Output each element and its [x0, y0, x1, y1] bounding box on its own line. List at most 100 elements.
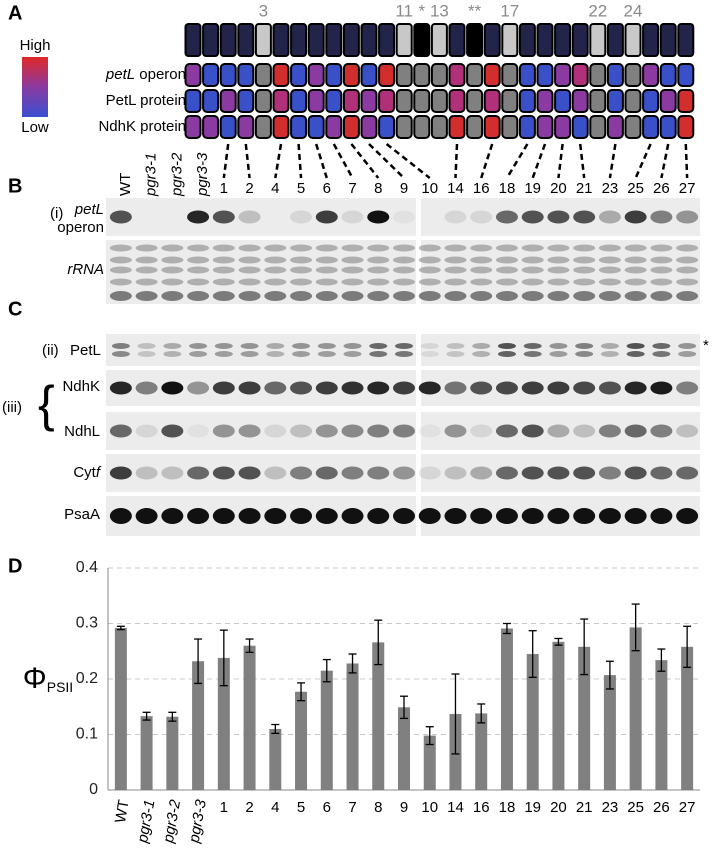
blot-band	[497, 343, 516, 349]
blot-band	[343, 343, 362, 349]
blot-band	[650, 291, 673, 301]
blot-band	[444, 291, 467, 301]
blot-band	[521, 291, 544, 301]
blot-band	[650, 244, 673, 252]
heatmap-cell	[501, 89, 519, 113]
legend-gradient	[22, 57, 48, 117]
x-tick-label: pgr3-3	[185, 798, 210, 845]
blot-band	[418, 508, 441, 524]
blot-band	[650, 278, 673, 286]
blot-band	[650, 381, 673, 395]
bar	[475, 713, 488, 790]
blot-band	[315, 244, 338, 252]
x-tick-label: 23	[602, 799, 619, 816]
blot-band	[264, 266, 287, 274]
blot-membrane	[421, 334, 700, 366]
blot-band	[161, 278, 184, 286]
blot-band	[547, 291, 570, 301]
connector	[531, 143, 547, 179]
blot-band	[187, 466, 210, 480]
blot-band	[573, 508, 596, 524]
top-cell	[237, 23, 255, 57]
blot-band	[238, 256, 261, 264]
connector	[222, 143, 230, 179]
heatmap-cell	[290, 89, 308, 113]
blot-band	[240, 343, 259, 349]
blot-band	[547, 278, 570, 286]
blot-band	[161, 466, 184, 480]
heatmap-cell	[659, 89, 677, 113]
blot-band	[470, 381, 493, 395]
blot-band	[161, 291, 184, 301]
blot-band	[470, 424, 493, 438]
blot-band	[624, 508, 647, 524]
blot-band	[418, 381, 441, 395]
blot-band	[444, 210, 467, 224]
blot-membrane	[106, 454, 416, 492]
blot-band	[676, 278, 699, 286]
heatmap-cell	[589, 63, 607, 87]
x-tick-label: 14	[447, 799, 464, 816]
heatmap-cell	[378, 89, 396, 113]
row-label: NdhK protein	[98, 118, 186, 135]
x-tick-label: 5	[297, 799, 305, 816]
blot-band	[393, 508, 415, 524]
lane-label: 10	[421, 180, 438, 197]
heatmap-cell	[254, 89, 272, 113]
bar	[603, 675, 616, 790]
blot-membrane	[106, 240, 416, 304]
blot-band	[573, 210, 596, 224]
blot-band	[341, 508, 364, 524]
blot-band	[369, 351, 388, 357]
blot-band	[341, 210, 364, 224]
blot-membrane	[106, 370, 416, 406]
blot-band	[650, 424, 673, 438]
blot-band	[292, 343, 311, 349]
x-tick-label: 10	[421, 799, 438, 816]
blot-band	[238, 466, 261, 480]
blot-band	[418, 291, 441, 301]
blot-membrane	[106, 496, 416, 536]
blot-band	[547, 466, 570, 480]
x-tick-label: 25	[627, 799, 644, 816]
blot-label-text: Cyt	[73, 464, 96, 481]
connector	[368, 143, 405, 179]
blot-band	[470, 244, 493, 252]
bar	[398, 707, 410, 790]
blot-band	[393, 210, 415, 224]
blot-band	[212, 291, 235, 301]
bar	[423, 735, 436, 790]
blot-band	[547, 244, 570, 252]
blot-band	[573, 256, 596, 264]
blot-band	[420, 343, 439, 349]
top-cell	[606, 23, 624, 57]
connector	[660, 143, 670, 179]
heatmap-cell	[219, 115, 237, 139]
connector	[274, 143, 283, 179]
blot-band	[678, 343, 697, 349]
blot-band	[575, 343, 594, 349]
top-cell	[483, 23, 501, 57]
blot-band	[598, 508, 621, 524]
heatmap-cell	[378, 115, 396, 139]
connector	[244, 143, 251, 179]
top-cell	[518, 23, 536, 57]
blot-band	[393, 381, 415, 395]
heatmap-cell	[184, 89, 202, 113]
blot-band	[135, 508, 158, 524]
blot-band	[315, 508, 338, 524]
top-cell	[325, 23, 343, 57]
lane-label: 1	[220, 180, 228, 197]
top-label: 11	[395, 1, 413, 20]
blot-band	[238, 424, 261, 438]
blot-band	[547, 256, 570, 264]
top-label: 17	[500, 1, 519, 20]
bar	[500, 628, 513, 790]
blot-band	[109, 508, 132, 524]
lane-label: 18	[499, 180, 516, 197]
blot-band	[598, 466, 621, 480]
blot-band	[470, 210, 493, 224]
blot-band	[624, 266, 647, 274]
heatmap-cell	[466, 63, 484, 87]
blot-band	[315, 291, 338, 301]
